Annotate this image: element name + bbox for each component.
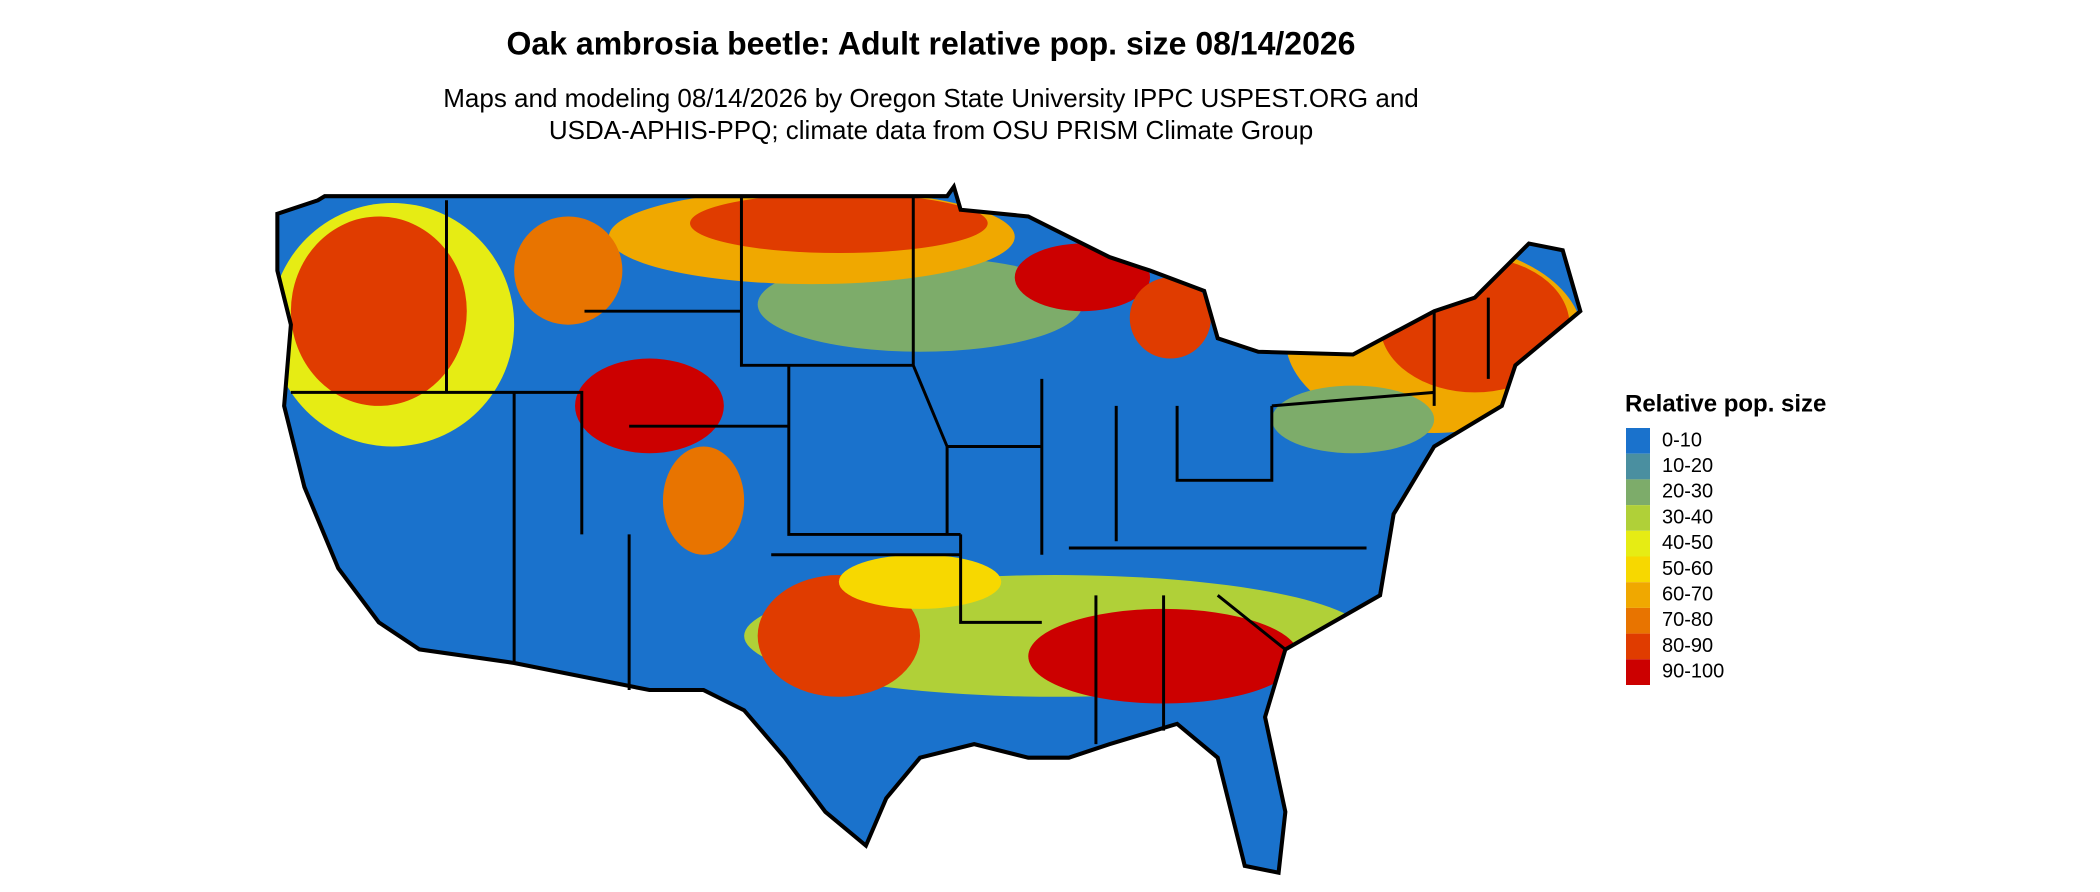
legend-label: 60-70 [1662,583,1713,605]
map-title: Oak ambrosia beetle: Adult relative pop.… [507,25,1356,61]
legend: 0-10 10-20 20-30 30-40 40-50 50-60 60-70 70-80 8… [1626,428,1724,685]
legend-label: 20-30 [1662,481,1713,503]
map-subtitle: Maps and modeling 08/14/2026 by Oregon S… [443,83,1419,113]
legend-swatch [1626,607,1650,634]
map-subtitle: USDA-APHIS-PPQ; climate data from OSU PR… [549,115,1313,145]
legend-swatch [1626,659,1650,685]
legend-label: 90-100 [1662,661,1724,683]
legend-label: 50-60 [1662,558,1713,580]
legend-swatch [1626,479,1650,506]
legend-label: 0-10 [1662,429,1702,451]
legend-label: 70-80 [1662,609,1713,631]
legend-swatch [1626,505,1650,531]
legend-label: 10-20 [1662,455,1713,477]
legend-title: Relative pop. size [1625,390,1826,417]
legend-label: 40-50 [1662,532,1713,554]
legend-swatch [1626,428,1650,454]
legend-swatch [1626,582,1650,608]
map [257,176,1610,892]
legend-swatch [1626,633,1650,660]
legend-swatch [1626,530,1650,557]
legend-swatch [1626,453,1650,480]
legend-label: 80-90 [1662,635,1713,657]
legend-label: 30-40 [1662,506,1713,528]
legend-swatch [1626,556,1650,583]
